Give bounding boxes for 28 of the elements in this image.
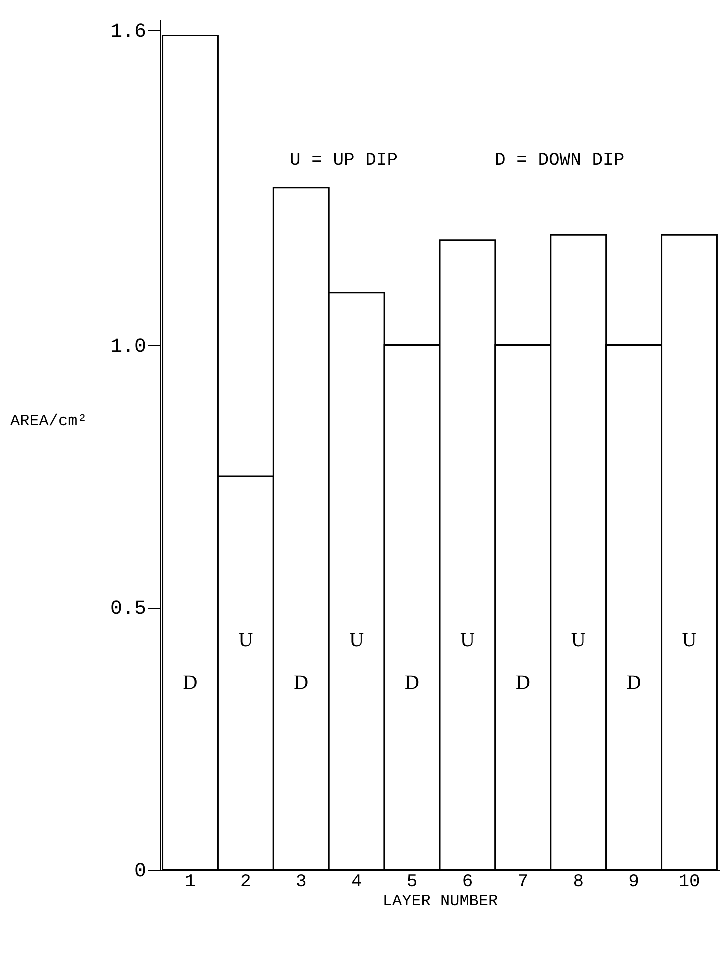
x-tick-label: 4 (351, 872, 362, 892)
annotation: D = DOWN DIP (495, 151, 625, 171)
y-tick-label: 1.6 (110, 20, 146, 44)
annotation: D (516, 672, 530, 694)
annotation: U (571, 630, 586, 652)
x-tick-label: 2 (240, 872, 252, 892)
x-tick-label: 5 (406, 872, 418, 892)
x-tick-label: 7 (518, 872, 529, 892)
x-tick-label: 8 (573, 872, 584, 892)
y-tick-label: 0 (134, 860, 146, 884)
annotation: D (405, 672, 420, 694)
annotation: U (350, 630, 365, 652)
x-axis-title: LAYER NUMBER (382, 892, 499, 910)
x-tick-label: 1 (185, 872, 196, 892)
annotation: D (183, 672, 198, 694)
annotation: U (238, 630, 254, 652)
y-tick-label: 0.5 (110, 598, 146, 622)
y-tick-label: 1.0 (110, 336, 146, 359)
annotation: U (460, 630, 476, 652)
x-tick-label: 9 (628, 872, 640, 892)
annotation: U (682, 630, 698, 652)
y-axis-title: AREA/cm² (10, 412, 88, 430)
annotation: D (294, 672, 309, 694)
annotation: D (626, 672, 642, 694)
x-tick-label: 10 (678, 872, 700, 892)
annotation: U = UP DIP (290, 151, 398, 171)
x-tick-label: 3 (296, 872, 307, 892)
x-tick-label: 6 (462, 872, 474, 892)
